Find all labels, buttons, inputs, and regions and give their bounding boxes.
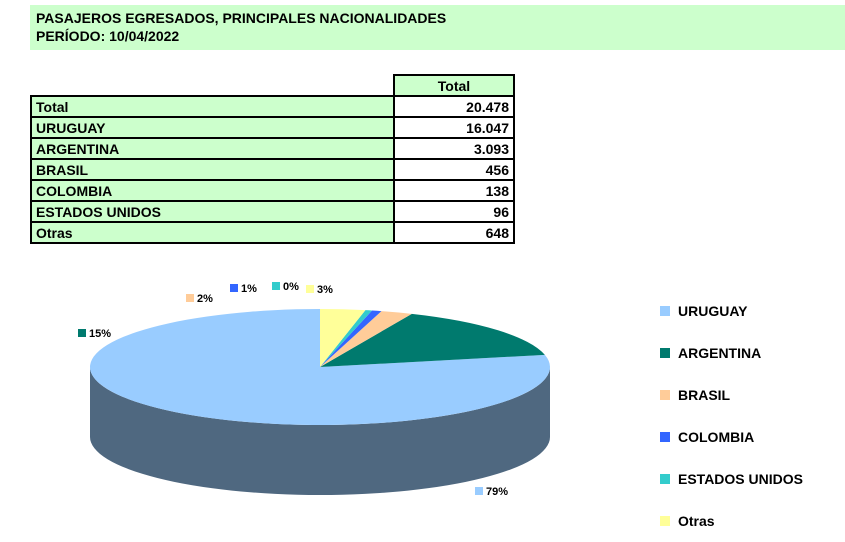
table-row: Otras 648 — [30, 221, 515, 244]
data-label-marker — [186, 294, 194, 302]
legend-item-otras: Otras — [660, 500, 803, 542]
row-label: Total — [30, 95, 395, 118]
pie-slice-otras — [320, 309, 366, 367]
legend-label: URUGUAY — [678, 303, 748, 319]
pie-chart: 79% 15% 2% 1% 0% 3% — [78, 281, 550, 498]
legend-label: BRASIL — [678, 387, 731, 403]
row-label: ESTADOS UNIDOS — [30, 200, 395, 223]
row-label: BRASIL — [30, 158, 395, 181]
legend-label: ARGENTINA — [678, 345, 762, 361]
table-row: ARGENTINA 3.093 — [30, 137, 515, 160]
pie-slice-colombia — [320, 310, 382, 367]
legend-swatch — [660, 390, 670, 400]
legend-swatch — [660, 474, 670, 484]
data-label-otras: 3% — [317, 284, 333, 296]
table-header-row: Total — [31, 74, 515, 97]
legend-item-estados-unidos: ESTADOS UNIDOS — [660, 458, 803, 500]
report-header: PASAJEROS EGRESADOS, PRINCIPALES NACIONA… — [30, 5, 845, 50]
pie-slice-brasil — [320, 311, 412, 367]
table-row: ESTADOS UNIDOS 96 — [30, 200, 515, 223]
column-header-total: Total — [393, 74, 515, 97]
pie-side-uruguay — [90, 367, 550, 495]
legend-item-brasil: BRASIL — [660, 374, 803, 416]
legend-label: Otras — [678, 513, 715, 529]
legend-item-colombia: COLOMBIA — [660, 416, 803, 458]
legend-swatch — [660, 306, 670, 316]
data-label-marker — [306, 285, 314, 293]
chart-legend: URUGUAY ARGENTINA BRASIL COLOMBIA ESTADO… — [660, 290, 803, 542]
row-label: COLOMBIA — [30, 179, 395, 202]
row-value: 648 — [393, 221, 515, 244]
legend-swatch — [660, 432, 670, 442]
data-label-marker — [78, 329, 86, 337]
row-label: Otras — [30, 221, 395, 244]
table-row: BRASIL 456 — [30, 158, 515, 181]
legend-item-uruguay: URUGUAY — [660, 290, 803, 332]
data-label-colombia: 1% — [241, 283, 257, 295]
row-value: 456 — [393, 158, 515, 181]
report-period: PERÍODO: 10/04/2022 — [36, 28, 180, 44]
legend-label: ESTADOS UNIDOS — [678, 471, 803, 487]
data-label-marker — [475, 487, 483, 495]
table-row: URUGUAY 16.047 — [30, 116, 515, 139]
legend-label: COLOMBIA — [678, 429, 755, 445]
table-row: Total 20.478 — [30, 95, 515, 118]
report-title: PASAJEROS EGRESADOS, PRINCIPALES NACIONA… — [36, 10, 447, 26]
table-corner — [31, 75, 394, 96]
data-label-estados-unidos: 0% — [283, 281, 299, 293]
pie-slice-argentina — [320, 313, 545, 367]
row-label: ARGENTINA — [30, 137, 395, 160]
row-value: 3.093 — [393, 137, 515, 160]
legend-swatch — [660, 348, 670, 358]
data-label-uruguay: 79% — [486, 486, 508, 498]
row-value: 16.047 — [393, 116, 515, 139]
data-label-brasil: 2% — [197, 293, 213, 305]
pie-slice-estados-unidos — [320, 310, 373, 367]
row-value: 20.478 — [393, 95, 515, 118]
row-label: URUGUAY — [30, 116, 395, 139]
table-row: COLOMBIA 138 — [30, 179, 515, 202]
passenger-table: Total Total 20.478 URUGUAY 16.047 ARGENT… — [30, 74, 515, 244]
row-value: 96 — [393, 200, 515, 223]
data-label-marker — [230, 284, 238, 292]
data-label-marker — [272, 282, 280, 290]
data-label-argentina: 15% — [89, 328, 111, 340]
legend-item-argentina: ARGENTINA — [660, 332, 803, 374]
legend-swatch — [660, 516, 670, 526]
row-value: 138 — [393, 179, 515, 202]
